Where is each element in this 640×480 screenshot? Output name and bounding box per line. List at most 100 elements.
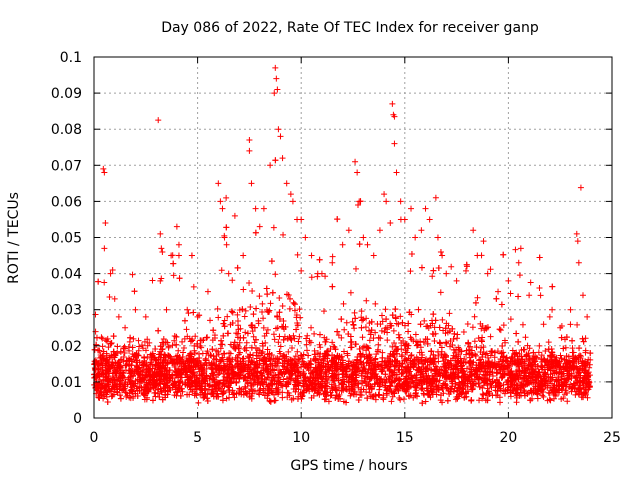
data-point-marker xyxy=(277,133,284,140)
data-point-marker xyxy=(546,313,553,320)
data-point-marker xyxy=(158,346,165,353)
data-point-marker xyxy=(199,364,206,371)
data-point-marker xyxy=(142,347,149,354)
data-point-marker xyxy=(498,362,505,369)
data-point-marker xyxy=(207,317,214,324)
data-point-marker xyxy=(149,381,156,388)
data-point-marker xyxy=(259,343,266,350)
data-point-marker xyxy=(312,364,319,371)
data-point-marker xyxy=(308,324,315,331)
data-point-marker xyxy=(484,270,491,277)
data-point-marker xyxy=(358,308,365,315)
data-point-marker xyxy=(224,313,231,320)
data-point-marker xyxy=(175,252,182,259)
data-point-marker xyxy=(252,205,259,212)
data-point-marker xyxy=(103,337,110,344)
data-point-marker xyxy=(468,368,475,375)
data-point-marker xyxy=(381,328,388,335)
data-point-marker xyxy=(584,370,591,377)
data-point-marker xyxy=(576,345,583,352)
data-point-marker xyxy=(190,309,197,316)
data-point-marker xyxy=(152,345,159,352)
data-point-marker xyxy=(276,309,283,316)
data-point-marker xyxy=(473,344,480,351)
data-point-marker xyxy=(230,344,237,351)
data-point-marker xyxy=(294,348,301,355)
data-point-marker xyxy=(384,337,391,344)
data-point-marker xyxy=(546,361,553,368)
data-point-marker xyxy=(340,370,347,377)
data-point-marker xyxy=(488,348,495,355)
data-point-marker xyxy=(101,245,108,252)
data-point-marker xyxy=(537,292,544,299)
data-point-marker xyxy=(143,379,150,386)
data-point-marker xyxy=(296,333,303,340)
data-point-marker xyxy=(477,320,484,327)
data-point-marker xyxy=(428,348,435,355)
data-point-marker xyxy=(497,366,504,373)
data-point-marker xyxy=(204,395,211,402)
data-point-marker xyxy=(557,364,564,371)
data-point-marker xyxy=(367,331,374,338)
data-point-marker xyxy=(280,376,287,383)
data-point-marker xyxy=(340,300,347,307)
data-point-marker xyxy=(265,386,272,393)
data-point-marker xyxy=(203,334,210,341)
data-point-marker xyxy=(230,372,237,379)
data-point-marker xyxy=(135,337,142,344)
data-point-marker xyxy=(220,332,227,339)
data-point-marker xyxy=(270,367,277,374)
data-point-marker xyxy=(279,155,286,162)
data-point-marker xyxy=(225,270,232,277)
data-point-marker xyxy=(417,369,424,376)
data-point-marker xyxy=(153,377,160,384)
data-point-marker xyxy=(459,370,466,377)
data-point-marker xyxy=(122,324,129,331)
data-point-marker xyxy=(112,367,119,374)
data-point-marker xyxy=(300,361,307,368)
data-point-marker xyxy=(173,223,180,230)
data-point-marker xyxy=(294,322,301,329)
data-point-marker xyxy=(443,369,450,376)
data-point-marker xyxy=(401,322,408,329)
data-point-marker xyxy=(122,362,129,369)
data-point-marker xyxy=(391,113,398,120)
data-point-marker xyxy=(438,384,445,391)
data-point-marker xyxy=(287,356,294,363)
data-point-marker xyxy=(171,364,178,371)
data-point-marker xyxy=(347,344,354,351)
data-point-marker xyxy=(250,311,257,318)
data-point-marker xyxy=(106,354,113,361)
data-point-marker xyxy=(387,220,394,227)
data-point-marker xyxy=(520,387,527,394)
data-point-marker xyxy=(515,338,522,345)
data-point-marker xyxy=(364,355,371,362)
data-point-marker xyxy=(114,389,121,396)
data-point-marker xyxy=(363,297,370,304)
data-point-marker xyxy=(347,289,354,296)
data-point-marker xyxy=(190,360,197,367)
data-point-marker xyxy=(306,337,313,344)
data-point-marker xyxy=(318,378,325,385)
data-point-marker xyxy=(409,358,416,365)
data-point-marker xyxy=(269,289,276,296)
data-point-marker xyxy=(203,357,210,364)
data-point-marker xyxy=(517,245,524,252)
data-point-marker xyxy=(283,180,290,187)
data-point-marker xyxy=(136,359,143,366)
data-point-marker xyxy=(560,370,567,377)
data-point-marker xyxy=(188,353,195,360)
data-point-marker xyxy=(338,361,345,368)
data-point-marker xyxy=(578,394,585,401)
data-point-marker xyxy=(338,334,345,341)
data-point-marker xyxy=(258,350,265,357)
data-point-marker xyxy=(142,374,149,381)
data-point-marker xyxy=(567,321,574,328)
data-point-marker xyxy=(436,366,443,373)
data-point-marker xyxy=(393,169,400,176)
data-point-marker xyxy=(463,351,470,358)
data-point-marker xyxy=(470,382,477,389)
data-point-marker xyxy=(397,198,404,205)
data-point-marker xyxy=(527,279,534,286)
data-point-marker xyxy=(268,258,275,265)
